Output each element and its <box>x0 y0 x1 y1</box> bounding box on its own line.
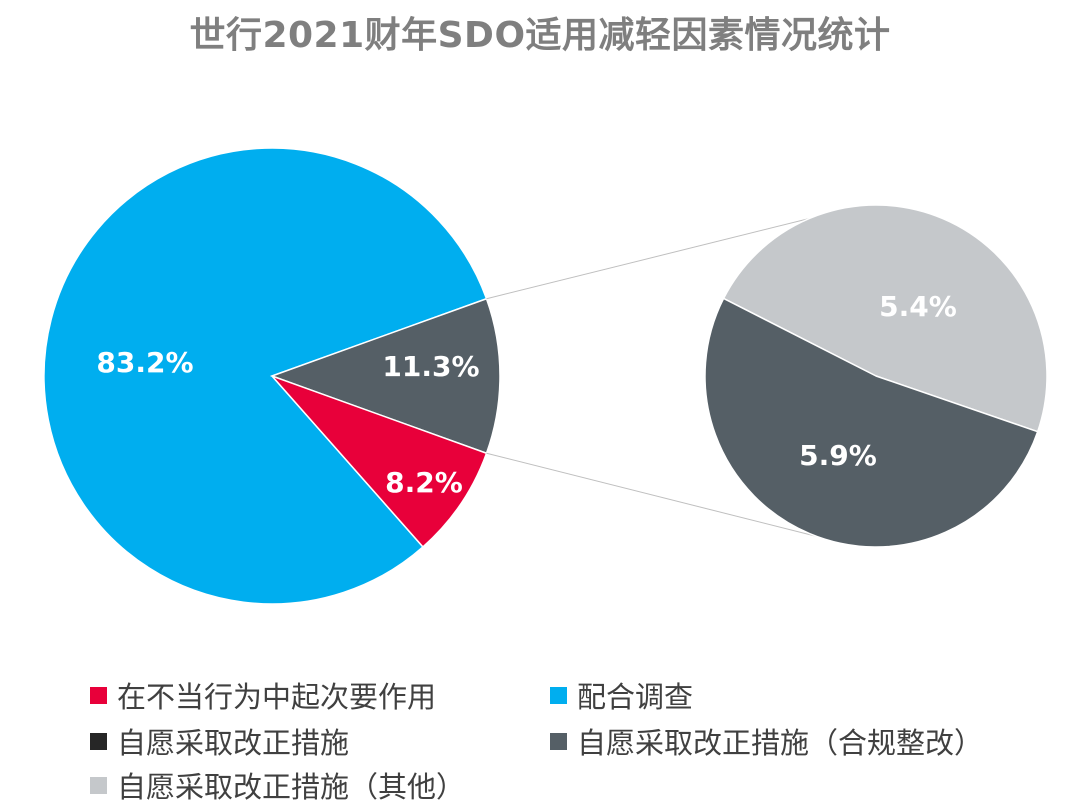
data-labels: 83.2% 11.3% 8.2% 5.4% 5.9% <box>96 290 956 499</box>
data-label-breakdown-1: 5.9% <box>799 439 877 472</box>
breakdown-pie-slice-1 <box>704 297 1039 548</box>
connector-line-top <box>486 205 862 300</box>
chart-title: 世行2021财年SDO适用减轻因素情况统计 <box>189 15 891 56</box>
breakdown-pie-slice-0 <box>722 204 1048 433</box>
main-pie-slice-0 <box>43 147 488 605</box>
connector-lines <box>486 205 862 546</box>
data-label-main-0: 83.2% <box>96 346 193 379</box>
connector-line-bottom <box>486 452 853 546</box>
data-label-main-2: 8.2% <box>385 466 463 499</box>
breakdown-pie <box>704 204 1048 548</box>
data-label-breakdown-0: 5.4% <box>879 290 957 323</box>
main-pie-slice-2 <box>271 375 488 548</box>
main-pie-slice-1 <box>269 297 501 455</box>
data-label-main-1: 11.3% <box>382 350 479 383</box>
main-pie <box>43 147 501 605</box>
